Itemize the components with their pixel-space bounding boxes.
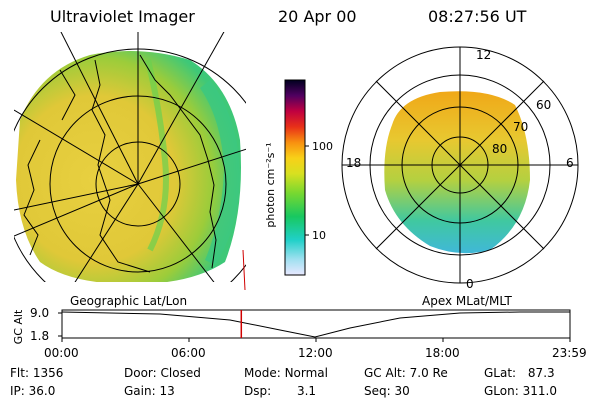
- altitude-curve: [61, 311, 570, 338]
- mlat-60-label: 60: [536, 98, 552, 112]
- status-door: Door: Closed: [124, 366, 201, 380]
- geographic-caption: Geographic Lat/Lon: [70, 294, 188, 308]
- auroral-emission-right: [384, 91, 530, 254]
- colorbar-unit-label: photon cm⁻²s⁻¹: [264, 142, 277, 228]
- status-seq: Seq: 30: [364, 384, 410, 398]
- status-gain: Gain: 13: [124, 384, 175, 398]
- color-scale: [284, 79, 306, 276]
- mlt-0-label: 0: [466, 277, 474, 291]
- mlt-18-label: 18: [346, 156, 362, 170]
- mlt-6-label: 6: [566, 156, 574, 170]
- altitude-timeline: [58, 309, 571, 342]
- mlat-80-label: 80: [492, 142, 508, 156]
- timeline-ytick-bottom: 1.8: [30, 329, 50, 343]
- mlt-12-label: 12: [476, 48, 492, 62]
- status-glat: GLat: 87.3: [484, 366, 555, 380]
- magnetic-polar-map: [341, 46, 579, 284]
- colorbar-tick-100: 100: [312, 140, 333, 153]
- timeline-xtick-1: 06:00: [171, 346, 206, 360]
- timeline-ylabel: GC Alt: [12, 309, 25, 345]
- status-ip: IP: 36.0: [10, 384, 56, 398]
- timeline-xtick-0: 00:00: [44, 346, 79, 360]
- time-label: 08:27:56 UT: [428, 7, 527, 26]
- status-flt: Flt: 1356: [10, 366, 64, 380]
- date-label: 20 Apr 00: [278, 7, 357, 26]
- status-dsp: Dsp: 3.1: [244, 384, 317, 398]
- coastline: [23, 54, 217, 273]
- apex-caption: Apex MLat/MLT: [422, 294, 512, 308]
- geographic-map: [14, 32, 246, 282]
- app-title: Ultraviolet Imager: [50, 7, 195, 26]
- status-glon: GLon: 311.0: [484, 384, 557, 398]
- status-gcalt: GC Alt: 7.0 Re: [364, 366, 448, 380]
- timeline-xtick-2: 12:00: [298, 346, 333, 360]
- red-marker-line: [242, 249, 246, 291]
- auroral-emission-left: [16, 51, 241, 282]
- colorbar-tick-10: 10: [312, 229, 326, 242]
- timeline-xtick-4: 23:59: [552, 346, 587, 360]
- status-mode: Mode: Normal: [244, 366, 328, 380]
- timeline-xtick-3: 18:00: [425, 346, 460, 360]
- mlat-70-label: 70: [513, 120, 529, 134]
- timeline-ytick-top: 9.0: [30, 306, 50, 320]
